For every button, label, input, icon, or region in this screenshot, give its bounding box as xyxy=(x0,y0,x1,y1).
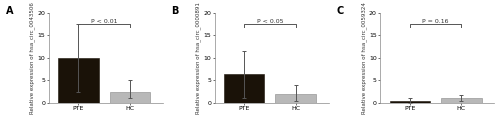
Text: C: C xyxy=(337,5,344,16)
Text: B: B xyxy=(171,5,178,16)
Bar xyxy=(224,74,264,103)
Bar xyxy=(110,92,150,103)
Y-axis label: Relative expression of hsa_circ_0059324: Relative expression of hsa_circ_0059324 xyxy=(361,2,367,114)
Bar xyxy=(276,94,316,103)
Y-axis label: Relative expression of hsa_circ_0043506: Relative expression of hsa_circ_0043506 xyxy=(30,2,36,114)
Y-axis label: Relative expression of hsa_circ_0000891: Relative expression of hsa_circ_0000891 xyxy=(196,2,201,114)
Text: P < 0.01: P < 0.01 xyxy=(91,19,118,24)
Text: P = 0.16: P = 0.16 xyxy=(422,19,449,24)
Text: P < 0.05: P < 0.05 xyxy=(256,19,283,24)
Bar xyxy=(441,99,482,103)
Text: A: A xyxy=(6,5,13,16)
Bar xyxy=(58,58,98,103)
Bar xyxy=(390,101,430,103)
